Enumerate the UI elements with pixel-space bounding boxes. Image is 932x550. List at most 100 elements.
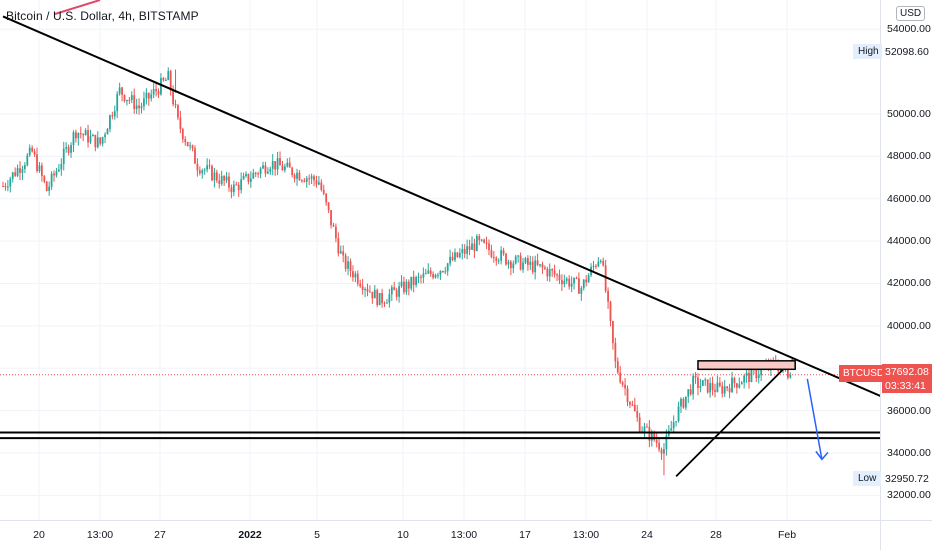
candle-body bbox=[235, 184, 238, 186]
time-tick-label: 17 bbox=[519, 529, 531, 541]
candle-body bbox=[592, 265, 595, 267]
candle-body bbox=[79, 133, 82, 135]
candle-body bbox=[599, 260, 602, 262]
candle-body bbox=[259, 168, 262, 175]
candle-body bbox=[189, 145, 192, 147]
currency-button[interactable]: USD bbox=[896, 6, 926, 21]
candle-body bbox=[298, 172, 301, 181]
candle-body bbox=[72, 132, 75, 146]
price-tick-label: 32000.00 bbox=[887, 489, 931, 502]
candle-body bbox=[308, 178, 311, 180]
candle-body bbox=[738, 384, 741, 388]
candle-body bbox=[94, 134, 97, 148]
candle-body bbox=[728, 388, 731, 393]
candle-body bbox=[390, 287, 393, 295]
candle-body bbox=[201, 170, 204, 174]
candle-body bbox=[658, 442, 660, 450]
candle-body bbox=[660, 449, 663, 454]
candle-body bbox=[169, 71, 172, 91]
candle-body bbox=[342, 251, 345, 256]
candle-body bbox=[495, 257, 498, 262]
candle-body bbox=[147, 92, 150, 99]
candle-body bbox=[213, 172, 216, 181]
candle-body bbox=[310, 176, 313, 179]
chart-plot-area[interactable]: Bitcoin / U.S. Dollar, 4h, BITSTAMP bbox=[0, 0, 880, 520]
price-axis[interactable]: 54000.00 50000.00 48000.00 46000.00 44000.00… bbox=[880, 0, 932, 520]
candle-body bbox=[288, 162, 291, 168]
candle-body bbox=[82, 134, 85, 136]
candle-body bbox=[186, 142, 189, 147]
candlestick-chart[interactable] bbox=[0, 0, 880, 520]
candle-body bbox=[174, 104, 177, 106]
price-tick-label: 44000.00 bbox=[887, 235, 931, 248]
candle-body bbox=[468, 246, 471, 250]
candle-body bbox=[291, 167, 294, 176]
candle-body bbox=[398, 286, 400, 297]
candle-body bbox=[548, 269, 551, 277]
price-tick-label: 36000.00 bbox=[887, 404, 931, 417]
time-axis[interactable]: 20 13:00 27 2022 5 10 13:00 17 13:00 24 28 Feb bbox=[0, 520, 880, 550]
candle-body bbox=[697, 377, 699, 388]
candle-body bbox=[254, 172, 257, 174]
candle-body bbox=[118, 87, 121, 94]
candle-body bbox=[653, 432, 656, 441]
candle-body bbox=[252, 172, 255, 179]
candle-body bbox=[194, 148, 196, 164]
candle-body bbox=[595, 265, 597, 267]
candle-body bbox=[152, 89, 155, 95]
candle-body bbox=[490, 250, 493, 258]
candle-body bbox=[556, 274, 558, 276]
gridlines bbox=[0, 0, 880, 520]
candle-body bbox=[456, 252, 459, 258]
candle-body bbox=[9, 178, 12, 187]
candle-body bbox=[4, 186, 7, 188]
candle-body bbox=[318, 182, 320, 185]
candle-body bbox=[507, 261, 510, 265]
candle-body bbox=[23, 165, 26, 170]
candle-body bbox=[344, 255, 347, 269]
candles bbox=[2, 67, 792, 476]
candle-body bbox=[339, 251, 342, 254]
candle-body bbox=[740, 382, 743, 385]
candle-body bbox=[573, 277, 575, 284]
candle-body bbox=[500, 250, 503, 261]
partial-drawing-line bbox=[54, 0, 101, 15]
candle-body bbox=[536, 260, 539, 265]
candle-body bbox=[271, 161, 274, 169]
resistance-box bbox=[697, 360, 796, 371]
candle-body bbox=[325, 193, 328, 203]
candle-body bbox=[383, 303, 386, 305]
candle-body bbox=[320, 182, 323, 190]
candle-body bbox=[43, 176, 46, 182]
candle-body bbox=[359, 283, 362, 287]
candle-body bbox=[276, 158, 279, 170]
low-label: Low bbox=[853, 471, 882, 486]
candle-body bbox=[313, 176, 315, 181]
candle-body bbox=[424, 273, 427, 275]
candle-body bbox=[223, 176, 226, 181]
candle-body bbox=[352, 271, 354, 278]
candle-body bbox=[619, 372, 622, 383]
candle-body bbox=[101, 137, 104, 144]
candle-body bbox=[568, 278, 571, 287]
symbol-title[interactable]: Bitcoin / U.S. Dollar, 4h, BITSTAMP bbox=[6, 9, 199, 23]
candle-body bbox=[624, 384, 626, 389]
candle-body bbox=[757, 375, 760, 379]
last-price-label: 37692.08 bbox=[882, 364, 932, 380]
candle-body bbox=[512, 263, 515, 269]
candle-body bbox=[155, 89, 157, 92]
candle-body bbox=[514, 256, 517, 264]
candle-body bbox=[731, 377, 733, 393]
candle-body bbox=[420, 276, 422, 278]
candle-body bbox=[488, 243, 490, 251]
candle-body bbox=[2, 186, 4, 188]
candle-body bbox=[96, 137, 99, 148]
candle-body bbox=[347, 261, 349, 269]
candle-body bbox=[475, 236, 478, 251]
candle-body bbox=[283, 166, 286, 171]
candle-body bbox=[718, 382, 721, 386]
candle-body bbox=[631, 404, 634, 406]
candle-body bbox=[680, 398, 682, 407]
candle-body bbox=[687, 389, 690, 397]
